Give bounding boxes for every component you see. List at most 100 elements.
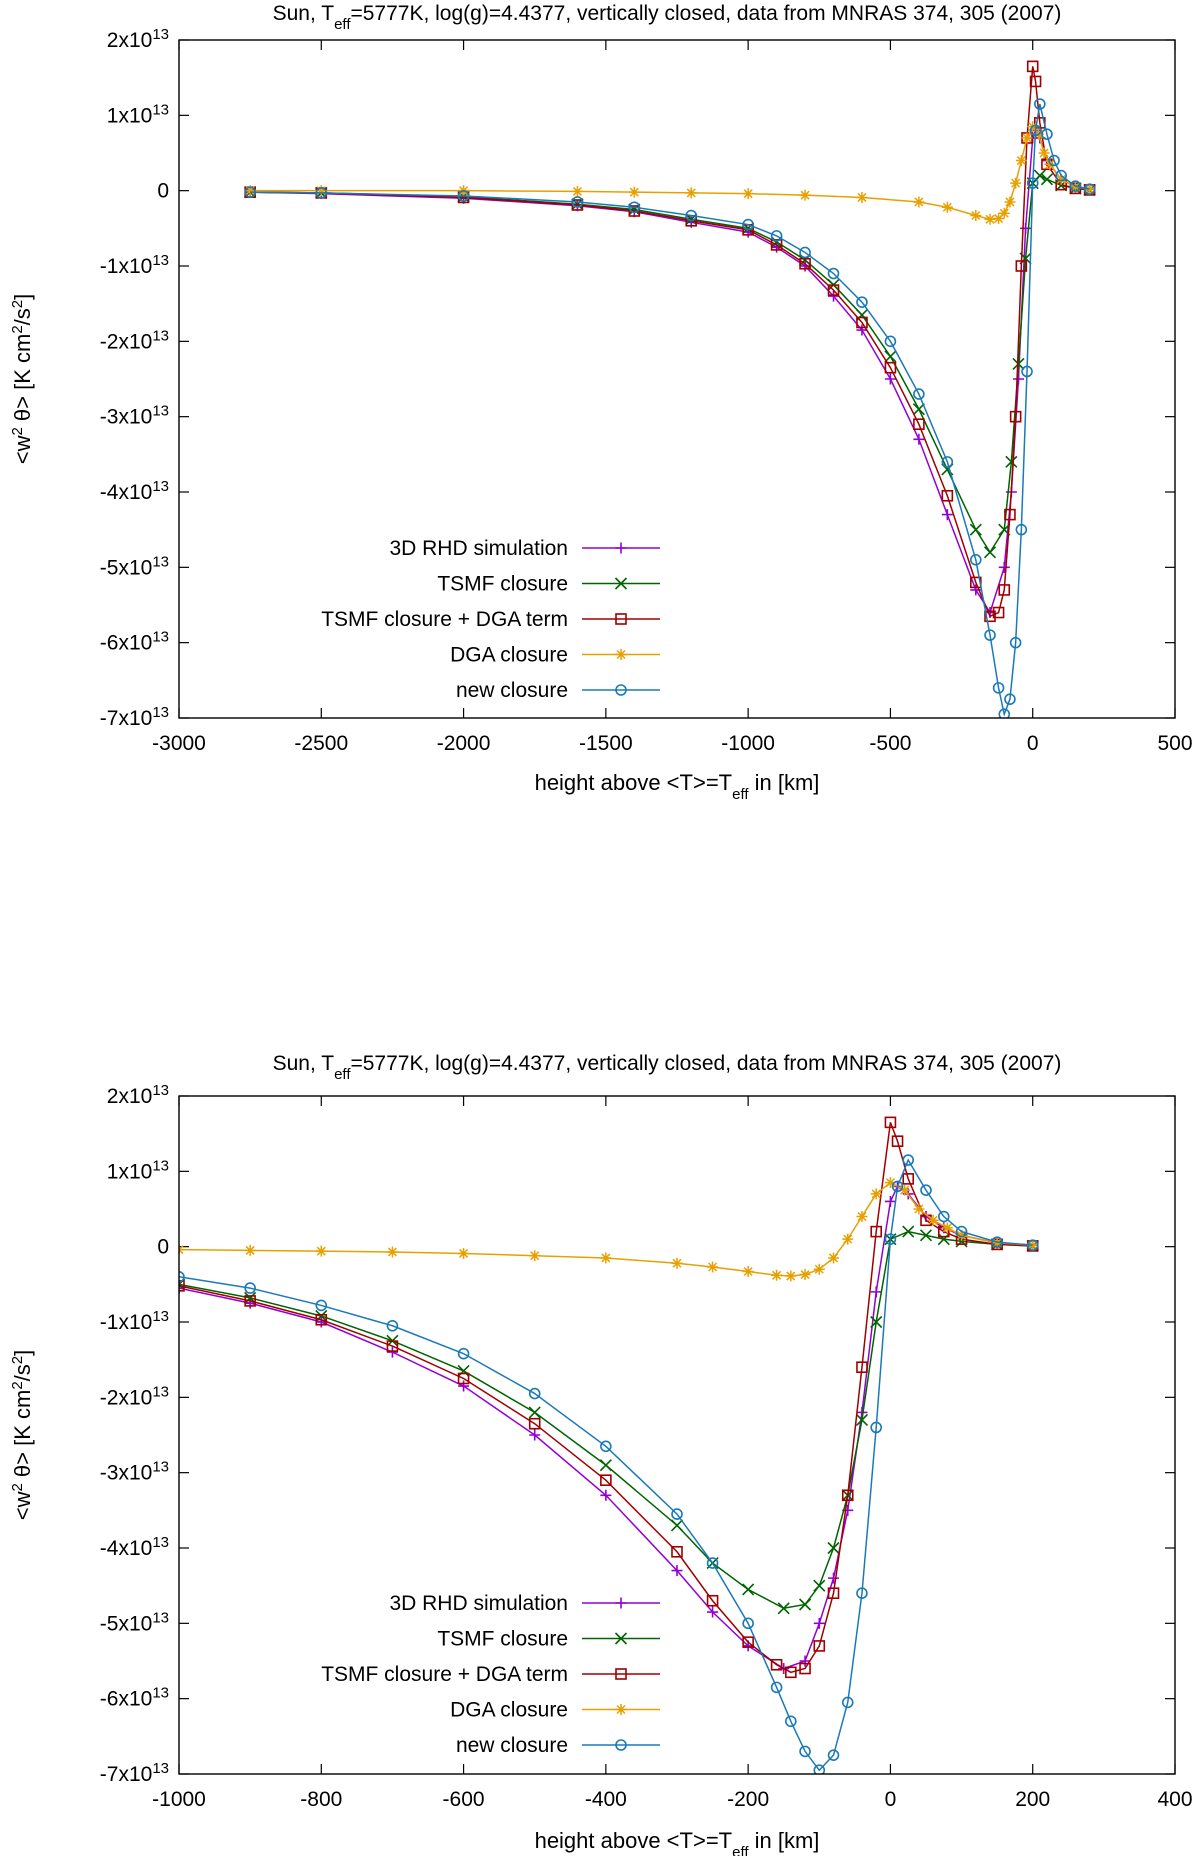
data-point [799,246,811,259]
data-point [828,1252,840,1264]
data-point [244,1297,256,1309]
data-point [599,1459,612,1472]
data-point [386,1319,399,1332]
data-point [1005,455,1018,468]
data-point [458,1380,470,1392]
legend-label: DGA closure [450,644,568,667]
data-point [870,1315,883,1329]
data-point [685,209,698,222]
data-point [991,1237,1003,1249]
data-point [671,1545,683,1558]
data-point [706,1594,719,1607]
data-point [937,1210,950,1223]
y-tick-label: -3x1013 [100,1458,169,1485]
data-point [315,1309,328,1323]
y-tick-label: -5x1013 [100,1609,169,1636]
y-tick-label: 0 [157,180,169,203]
data-point [1055,169,1067,182]
data-point [884,373,896,385]
data-point [870,1225,883,1238]
legend-label: new closure [456,679,568,702]
data-point [742,218,754,231]
data-point [458,1247,470,1259]
legend-marker [615,649,627,660]
chart-1: Sun, Teff=5777K, log(g)=4.4377, vertical… [9,2,1193,803]
data-point [1010,177,1022,189]
data-point [386,1246,398,1258]
y-tick-label: 1x1013 [107,1157,169,1184]
data-point [983,546,997,559]
x-tick-label: 0 [1027,732,1039,755]
data-point [315,1245,327,1257]
data-point [813,1263,825,1275]
data-point [799,260,811,272]
data-point [770,1681,783,1694]
chart-title: Sun, Teff=5777K, log(g)=4.4377, vertical… [273,2,1062,33]
data-point [841,1696,854,1709]
data-point [1009,636,1022,649]
data-point [785,1666,797,1679]
x-tick-label: 200 [1015,1788,1050,1811]
data-point [984,213,996,225]
series-line [179,1122,1033,1674]
data-point [1083,183,1096,195]
data-point [685,187,697,199]
series-new-closure [179,1154,1039,1774]
data-point [528,1387,541,1400]
data-point [771,1269,783,1281]
data-point [785,1715,797,1728]
data-point [707,1261,719,1273]
data-point [891,1135,904,1147]
data-point [742,1636,754,1648]
y-tick-label: -7x1013 [100,1760,169,1787]
data-point [856,191,868,203]
plot-frame [178,1095,1176,1775]
data-point [956,1229,968,1241]
data-point [315,185,327,197]
data-point [998,708,1011,718]
data-point [1009,410,1022,423]
data-point [600,1440,612,1453]
y-tick-label: -7x1013 [100,704,169,731]
data-point [828,290,840,302]
series-line [250,125,1090,221]
data-point [856,1211,868,1223]
data-point [528,1406,541,1419]
data-point [1012,357,1025,370]
legend-label: TSMF closure + DGA term [321,608,568,631]
data-point [913,196,925,208]
x-tick-label: 400 [1157,1788,1192,1811]
data-point [827,284,840,296]
data-point [1012,373,1024,385]
series-3d-rhd-simulation [179,1180,1039,1675]
data-point [842,1233,854,1245]
data-point [884,335,897,348]
y-tick-label: -1x1013 [100,252,169,279]
legend-label: 3D RHD simulation [389,1592,568,1615]
data-point [827,1541,840,1555]
data-point [244,1244,256,1256]
y-tick-label: -4x1013 [100,478,169,505]
y-tick-label: -2x1013 [100,327,169,354]
y-tick-label: -4x1013 [100,1534,169,1561]
data-point [1055,173,1067,185]
series-line [250,174,1090,554]
data-point [1004,693,1016,705]
data-point [941,509,953,521]
data-point [600,1252,612,1264]
data-point [798,1598,812,1611]
data-point [1026,1239,1039,1251]
y-tick-label: 2x1013 [107,26,169,53]
series-dga-closure [179,1177,1039,1282]
data-point [628,201,641,214]
y-tick-label: -2x1013 [100,1383,169,1410]
data-point [927,1214,939,1226]
data-point [998,561,1010,573]
data-point [813,1764,826,1774]
data-point [529,1250,541,1262]
series-3d-rhd-simulation [244,124,1096,619]
data-point [1069,180,1082,192]
x-tick-label: -500 [869,732,911,755]
legend: 3D RHD simulation TSMF closure TSMF closur… [321,1592,660,1757]
legend-marker [614,577,628,590]
